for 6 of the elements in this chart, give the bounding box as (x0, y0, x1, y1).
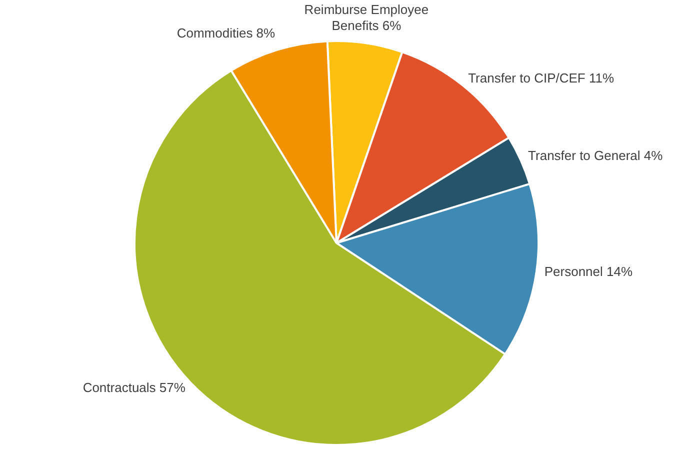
slice-label: Contractuals 57% (82, 380, 186, 395)
slice-label: Personnel 14% (544, 264, 633, 280)
slice-label: Commodities 8% (176, 25, 276, 40)
slice-label: Reimburse Employee Benefits 6% (304, 2, 429, 34)
slice-label: Transfer to General 4% (528, 148, 664, 163)
slice-label: Transfer to CIP/CEF 11% (468, 70, 614, 86)
